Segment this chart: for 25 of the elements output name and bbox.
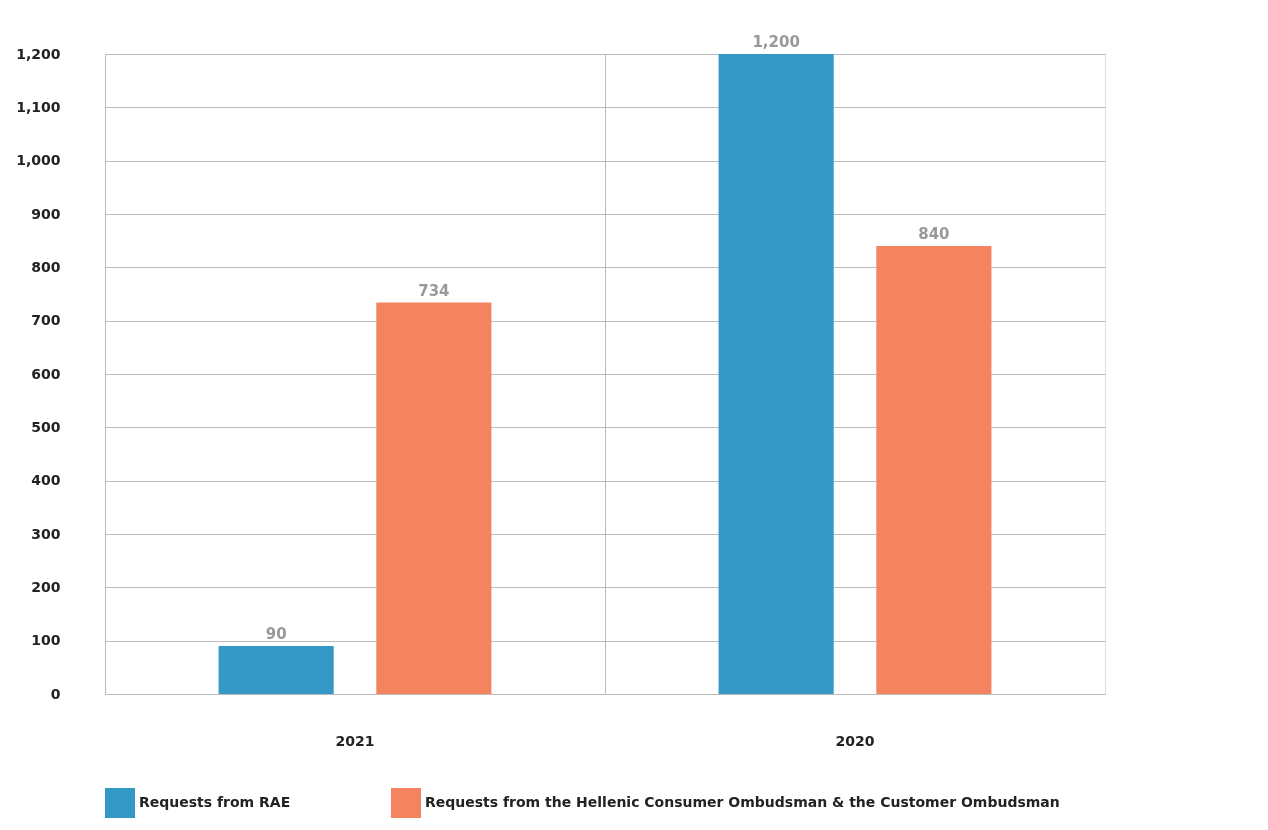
y-tick-label: 1,200 [16, 45, 61, 62]
legend-label: Requests from RAE [139, 794, 291, 810]
data-label: 840 [918, 225, 950, 243]
bar [218, 646, 334, 694]
data-label: 1,200 [752, 33, 800, 51]
data-label: 734 [418, 281, 450, 300]
legend-label: Requests from the Hellenic Consumer Ombudsman & the Customer Ombudsman [425, 794, 1060, 810]
data-label: 90 [265, 625, 287, 643]
y-tick-label: 0 [50, 685, 61, 702]
x-tick-label: 2020 [835, 732, 875, 749]
y-tick-label: 500 [31, 418, 61, 435]
y-tick-label: 100 [31, 632, 61, 649]
y-tick-label: 1,100 [16, 98, 61, 115]
y-tick-label: 200 [31, 578, 61, 595]
bar [718, 54, 834, 694]
bar [376, 302, 492, 694]
x-tick-label: 2021 [335, 732, 375, 749]
y-tick-label: 900 [31, 205, 61, 222]
y-tick-label: 700 [31, 312, 61, 329]
y-tick-label: 800 [31, 258, 61, 275]
y-tick-label: 1,000 [16, 152, 61, 169]
y-tick-label: 400 [31, 472, 61, 489]
bar [876, 246, 992, 694]
y-tick-label: 600 [31, 365, 61, 382]
y-tick-label: 300 [31, 525, 61, 542]
